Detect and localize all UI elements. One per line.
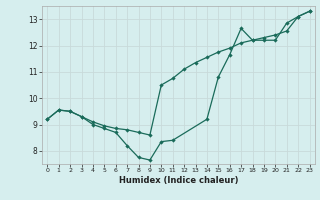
X-axis label: Humidex (Indice chaleur): Humidex (Indice chaleur)	[119, 176, 238, 185]
